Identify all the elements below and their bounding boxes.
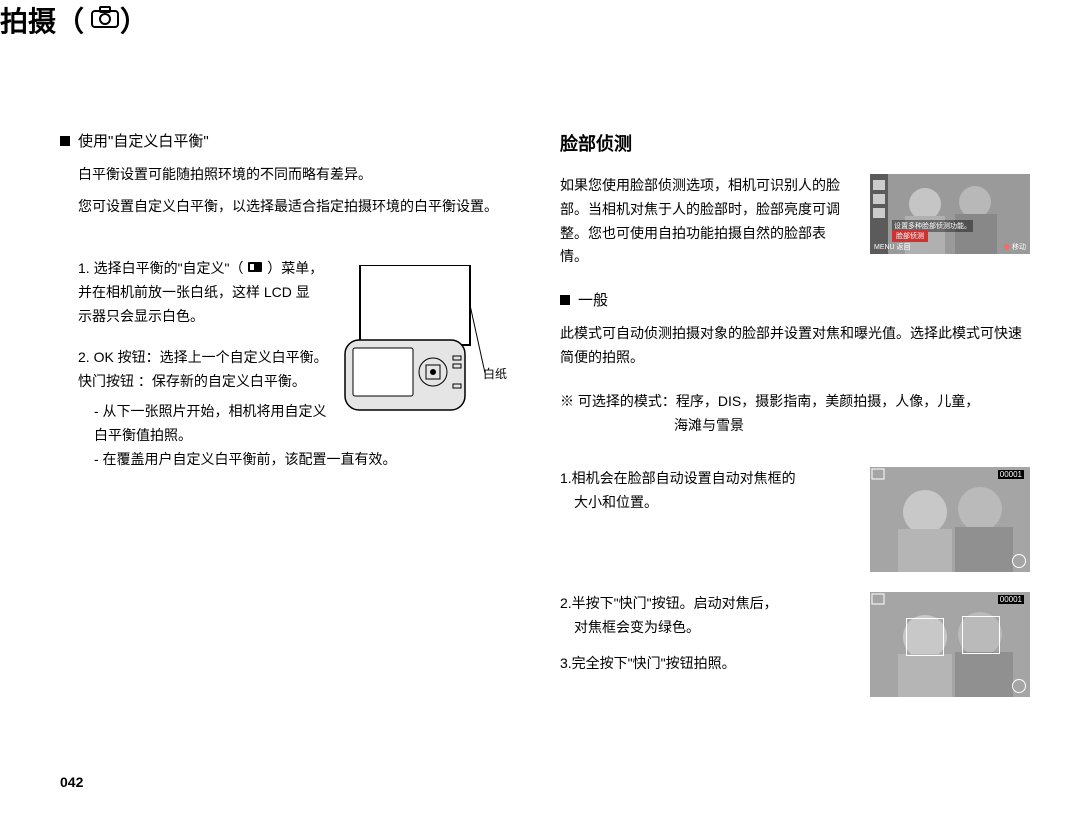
wb-custom-icon xyxy=(247,257,263,281)
page-number: 042 xyxy=(60,774,83,790)
step1-row: 1.相机会在脸部自动设置自动对焦框的 大小和位置。 00001 xyxy=(560,467,1030,572)
intro-row: 如果您使用脸部侦测选项，相机可识别人的脸部。当相机对焦于人的脸部时，脸部亮度可调… xyxy=(560,174,1030,269)
diagram-label: 白纸 xyxy=(483,365,507,382)
section-label: 使用"自定义白平衡" xyxy=(78,130,209,151)
step1-thumb: 00001 xyxy=(870,467,1030,572)
osd-menu: MENU 返回 xyxy=(874,242,911,252)
face-box-2 xyxy=(962,616,1000,654)
mode-label: 一般 xyxy=(578,289,608,310)
title-text-right: ） xyxy=(120,0,148,40)
step1-text-b: ）菜单， xyxy=(267,260,323,276)
step-1: 1. 选择白平衡的"自定义"（ ）菜单， 并在相机前放一张白纸，这样 LCD 显… xyxy=(78,257,348,329)
intro-text: 如果您使用脸部侦测选项，相机可识别人的脸部。当相机对焦于人的脸部时，脸部亮度可调… xyxy=(560,174,850,269)
title-text-left: 拍摄（ xyxy=(0,0,84,40)
camera-icon xyxy=(90,4,120,36)
intro-thumb: 设置多种脸部侦测功能。 脸部侦测 MENU 返回 ◆ 移动 xyxy=(870,174,1030,254)
step23-row: 2.半按下"快门"按钮。启动对焦后， 对焦框会变为绿色。 3.完全按下"快门"按… xyxy=(560,592,1030,697)
step2-thumb: 00001 xyxy=(870,592,1030,697)
face-box-1 xyxy=(906,618,944,656)
step2-photo: 00001 xyxy=(870,592,1030,697)
osd-move: ◆ 移动 xyxy=(1003,242,1026,252)
dash-2: - 在覆盖用户自定义白平衡前，该配置一直有效。 xyxy=(94,448,530,472)
mode-normal-section: 一般 xyxy=(560,289,1030,310)
step2-text: 2. OK 按钮：选择上一个自定义白平衡。 xyxy=(78,349,328,365)
step-2: 2. OK 按钮：选择上一个自定义白平衡。 快门按钮 ：保存新的自定义白平衡。 xyxy=(78,346,348,394)
right-column: 脸部侦测 如果您使用脸部侦测选项，相机可识别人的脸部。当相机对焦于人的脸部时，脸… xyxy=(560,130,1030,697)
osd-highlight: 脸部侦测 xyxy=(892,230,928,242)
selectable-modes: ※ 可选择的模式：程序，DIS，摄影指南，美颜拍摄，人像，儿童， 海滩与雪景 xyxy=(560,390,1030,438)
osd-counter-2: 00001 xyxy=(998,595,1024,604)
intro-photo: 设置多种脸部侦测功能。 脸部侦测 MENU 返回 ◆ 移动 xyxy=(870,174,1030,254)
page-title: 拍摄（ ） xyxy=(0,0,1080,40)
bullet-icon xyxy=(560,295,570,305)
right-step1: 1.相机会在脸部自动设置自动对焦框的 大小和位置。 xyxy=(560,467,850,515)
osd-counter: 00001 xyxy=(998,470,1024,479)
mode-desc: 此模式可自动侦测拍摄对象的脸部并设置对焦和曝光值。选择此模式可快速简便的拍照。 xyxy=(560,322,1030,370)
step1-line2: 并在相机前放一张白纸，这样 LCD 显 xyxy=(78,284,310,300)
step1-text-a: 1. 选择白平衡的"自定义"（ xyxy=(78,260,244,276)
section-custom-wb: 使用"自定义白平衡" xyxy=(60,130,530,151)
bullet-icon xyxy=(60,136,70,146)
right-step23: 2.半按下"快门"按钮。启动对焦后， 对焦框会变为绿色。 3.完全按下"快门"按… xyxy=(560,592,850,675)
paragraph-1: 白平衡设置可能随拍照环境的不同而略有差异。 xyxy=(78,163,530,187)
dash-1: - 从下一张照片开始，相机将用自定义 白平衡值拍照。 xyxy=(94,400,364,448)
face-detection-title: 脸部侦测 xyxy=(560,130,1030,156)
step1-line3: 示器只会显示白色。 xyxy=(78,308,204,324)
step1-photo: 00001 xyxy=(870,467,1030,572)
paragraph-2: 您可设置自定义白平衡，以选择最适合指定拍摄环境的白平衡设置。 xyxy=(78,195,530,219)
step2-line2: 快门按钮 ：保存新的自定义白平衡。 xyxy=(78,373,306,389)
camera-diagram: 白纸 xyxy=(335,265,515,415)
